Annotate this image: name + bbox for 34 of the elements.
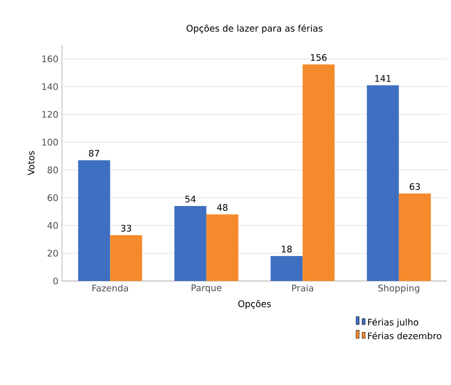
y-tick-label: 20 xyxy=(48,250,58,257)
bar xyxy=(398,194,431,281)
x-tick-label: Parque xyxy=(192,284,222,293)
data-label: 141 xyxy=(375,75,391,82)
x-tick-label: Shopping xyxy=(378,284,420,294)
bar xyxy=(78,160,110,281)
bar xyxy=(366,85,399,281)
legend-label: Férias julho xyxy=(368,318,418,328)
y-tick-label: 0 xyxy=(53,278,58,284)
bar xyxy=(174,206,206,281)
data-label: 33 xyxy=(121,224,132,232)
y-tick-label: 60 xyxy=(48,194,58,202)
bar xyxy=(110,235,142,281)
y-tick-label: 80 xyxy=(48,166,58,174)
y-tick-label: 100 xyxy=(42,138,58,146)
data-label: 87 xyxy=(89,150,100,157)
bar xyxy=(206,214,238,281)
y-tick-label: 120 xyxy=(42,111,58,118)
bar xyxy=(270,256,303,281)
legend-label: Férias dezembro xyxy=(368,332,442,340)
data-label: 54 xyxy=(185,196,196,202)
x-axis-title: Opções xyxy=(238,300,271,309)
y-axis-title: Votos xyxy=(28,151,34,176)
data-label: 156 xyxy=(311,54,327,61)
data-label: 63 xyxy=(410,183,420,190)
data-label: 48 xyxy=(217,204,228,211)
y-tick-label: 40 xyxy=(47,222,58,229)
x-tick-label: Fazenda xyxy=(92,284,128,292)
bar xyxy=(302,64,335,281)
chart-title: Opções de lazer para as férias xyxy=(186,24,322,34)
x-tick-label: Praia xyxy=(292,284,314,292)
data-label: 18 xyxy=(282,246,292,252)
y-tick-label: 140 xyxy=(42,83,58,90)
y-tick-label: 160 xyxy=(42,55,58,62)
